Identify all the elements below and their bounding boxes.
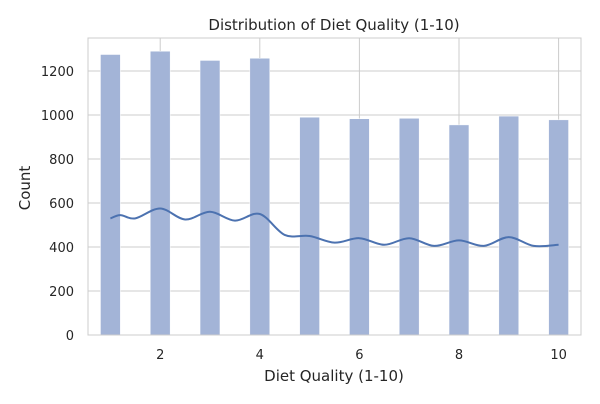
y-tick-label: 1200 [41,65,74,80]
y-tick-label: 200 [49,285,74,300]
tick-labels: 0 200 400 600 800 1000 1200 2 4 6 8 10 [41,65,567,363]
kde-line [110,207,559,248]
histogram-bar [349,118,370,336]
histogram-bar [199,60,221,336]
y-axis-label: Count [16,166,34,211]
chart-title: Distribution of Diet Quality (1-10) [208,16,459,34]
histogram-bar [299,116,320,336]
y-tick-label: 400 [49,241,74,256]
histogram-bar [548,119,569,336]
x-tick-label: 10 [550,348,567,363]
histogram-bar [398,118,420,336]
histogram-bar [100,54,121,336]
histogram-bar [448,124,470,336]
histogram-bar [249,57,271,336]
y-tick-label: 0 [66,329,74,344]
y-tick-label: 800 [49,153,74,168]
x-tick-label: 4 [256,348,264,363]
histogram-bar [149,50,171,336]
x-tick-label: 2 [156,348,164,363]
kde-curve [110,207,559,248]
histogram-bar [498,115,520,336]
y-tick-label: 1000 [41,109,74,124]
histogram-bars [100,50,569,336]
x-tick-label: 6 [355,348,363,363]
plot-frame [87,37,582,336]
x-axis-label: Diet Quality (1-10) [264,367,404,385]
x-tick-label: 8 [455,348,463,363]
y-tick-label: 600 [49,197,74,212]
